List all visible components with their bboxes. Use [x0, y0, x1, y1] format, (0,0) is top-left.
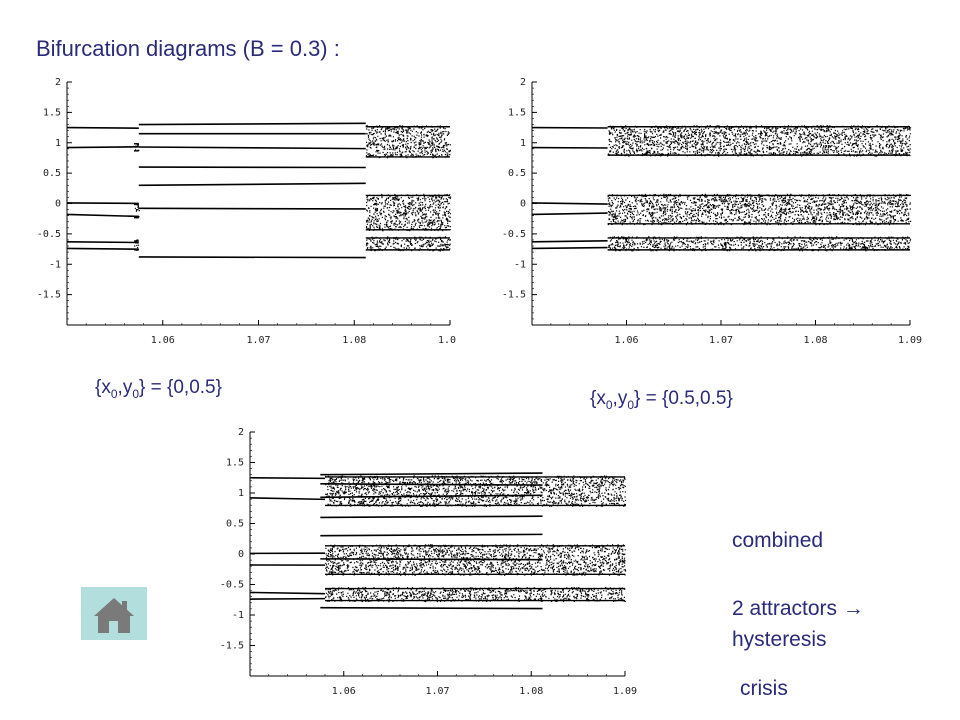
- chaos-band: [608, 236, 912, 252]
- periodic-branch-group: [531, 126, 608, 250]
- chaos-band: [365, 125, 451, 159]
- branch-line: [138, 182, 366, 187]
- bifurcation-plot-right: 2 1.5 1 0.5 0 -0.5 -1 -1.5 1.06 1.07 1.08 1.09: [502, 77, 922, 346]
- chaotic-band-group: [325, 475, 627, 603]
- x-tick-label: 1.07: [425, 686, 449, 697]
- y-tick-label: 0.5: [508, 168, 526, 179]
- branch-line: [531, 202, 608, 205]
- periodic-branch-group: [138, 122, 366, 259]
- x-tick-label: 1.09: [438, 335, 456, 346]
- y-tick-label: -1: [232, 610, 244, 621]
- combined-note: combined: [732, 529, 824, 552]
- y-tick-label: 0: [520, 199, 526, 210]
- crisis-note: crisis: [740, 677, 788, 700]
- y-tick-label: 0.5: [43, 168, 61, 179]
- x-tick-label: 1.07: [246, 335, 270, 346]
- x-tick-label: 1.09: [898, 335, 922, 346]
- x-tick-label: 1.06: [332, 686, 356, 697]
- branch-line: [249, 497, 326, 501]
- branch-line: [320, 533, 543, 537]
- y-tick-label: -1: [514, 259, 526, 270]
- branch-line: [66, 126, 139, 129]
- page-title: Bifurcation diagrams (B = 0.3) :: [36, 36, 340, 61]
- branch-line: [531, 240, 608, 243]
- branch-line: [320, 515, 543, 519]
- y-tick-label: -0.5: [220, 580, 244, 591]
- y-tick-label: 0.5: [226, 519, 244, 530]
- chaos-band: [607, 193, 912, 226]
- chaotic-band-group: [134, 143, 140, 251]
- chaotic-band-group: [607, 125, 912, 252]
- chaos-band: [325, 544, 627, 576]
- y-tick-label: 2: [55, 77, 61, 88]
- branch-line: [138, 122, 366, 126]
- y-tick-label: -0.5: [37, 229, 61, 240]
- y-tick-label: 2: [520, 77, 526, 88]
- branch-line: [320, 494, 543, 499]
- chaotic-band-group: [365, 125, 452, 252]
- y-tick-label: -1.5: [220, 641, 244, 652]
- branch-line: [66, 146, 139, 149]
- x-tick-label: 1.08: [342, 335, 366, 346]
- chaos-band: [325, 587, 626, 603]
- periodic-branch-group: [66, 126, 139, 250]
- y-tick-label: -0.5: [502, 229, 526, 240]
- y-tick-label: -1: [49, 259, 61, 270]
- home-button[interactable]: [81, 587, 147, 640]
- y-tick-label: 1: [55, 138, 61, 149]
- branch-line: [249, 597, 326, 600]
- periodic-branch-group: [249, 476, 326, 600]
- y-tick-label: 1: [520, 138, 526, 149]
- hysteresis-note: hysteresis: [732, 628, 827, 651]
- branch-line: [320, 558, 543, 561]
- chaos-band: [607, 125, 912, 157]
- x-tick-label: 1.06: [151, 335, 175, 346]
- chaos-band: [366, 236, 451, 252]
- branch-line: [320, 606, 543, 610]
- y-tick-label: 2: [238, 427, 244, 438]
- branch-line: [249, 591, 326, 595]
- y-tick-label: 0: [55, 199, 61, 210]
- branch-line: [66, 247, 139, 250]
- branch-line: [66, 240, 139, 244]
- attractors-note: 2 attractors →: [732, 597, 864, 620]
- chaos-band: [325, 475, 627, 507]
- y-tick-label: 1.5: [508, 107, 526, 118]
- branch-line: [320, 472, 543, 476]
- y-tick-label: -1.5: [37, 290, 61, 301]
- y-tick-label: 1.5: [43, 107, 61, 118]
- x-tick-label: 1.08: [803, 335, 827, 346]
- branch-line: [531, 212, 608, 216]
- y-tick-label: 0: [238, 549, 244, 560]
- bifurcation-plot-left: 2 1.5 1 0.5 0 -0.5 -1 -1.5 1.06 1.07 1.08 1.09: [37, 77, 456, 346]
- branch-line: [138, 207, 366, 210]
- y-tick-label: -1.5: [502, 290, 526, 301]
- home-icon: [94, 598, 134, 633]
- x-tick-label: 1.09: [613, 686, 637, 697]
- branch-line: [138, 146, 366, 150]
- y-tick-label: 1.5: [226, 458, 244, 469]
- chaos-band: [365, 193, 452, 232]
- branch-line: [66, 213, 139, 218]
- initial-condition-left: {x0,y0} = {0,0.5}: [95, 377, 222, 401]
- x-tick-label: 1.08: [519, 686, 543, 697]
- branch-line: [320, 483, 543, 486]
- x-tick-label: 1.07: [709, 335, 733, 346]
- x-tick-label: 1.06: [614, 335, 638, 346]
- branch-line: [138, 256, 366, 259]
- branch-line: [249, 476, 326, 480]
- branch-line: [66, 202, 139, 205]
- branch-line: [531, 246, 608, 250]
- initial-condition-right: {x0,y0} = {0.5,0.5}: [590, 388, 733, 412]
- y-tick-label: 1: [238, 488, 244, 499]
- bifurcation-plot-combined: 2 1.5 1 0.5 0 -0.5 -1 -1.5 1.06 1.07 1.08 1.09: [220, 427, 637, 697]
